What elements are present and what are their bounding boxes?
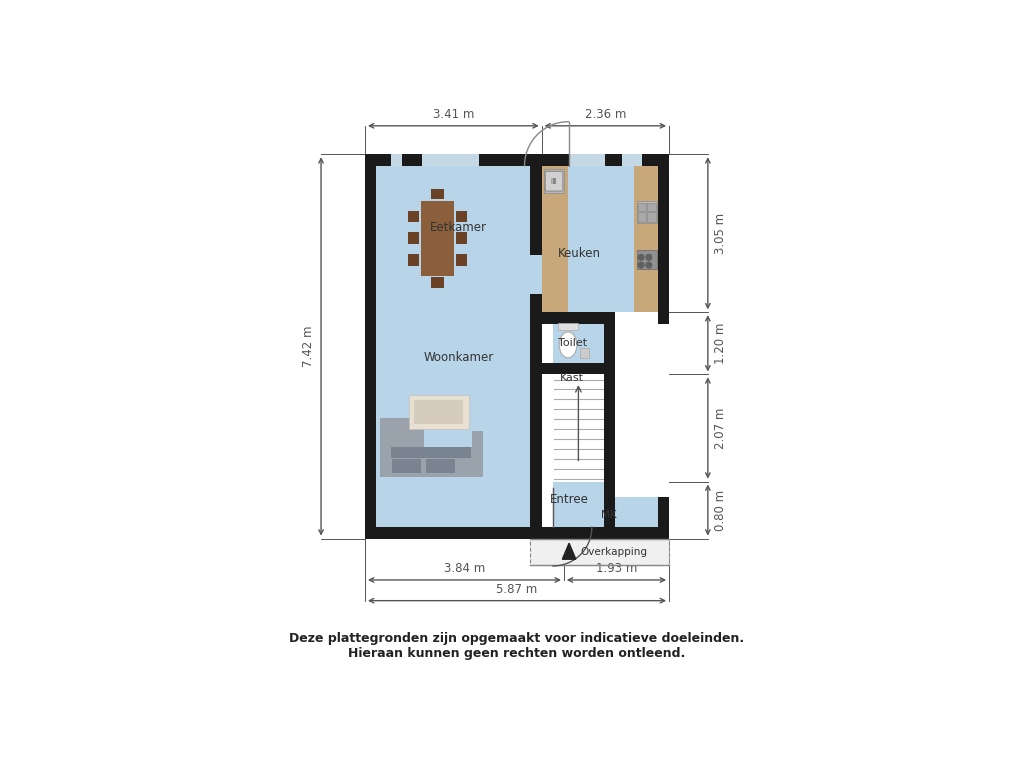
- Bar: [391, 448, 471, 458]
- Bar: [409, 254, 419, 266]
- Text: 7.42 m: 7.42 m: [302, 326, 314, 367]
- Bar: [553, 313, 604, 363]
- Text: 5.87 m: 5.87 m: [497, 583, 538, 596]
- Bar: [409, 395, 469, 429]
- Circle shape: [646, 262, 651, 268]
- Text: Keuken: Keuken: [558, 247, 601, 260]
- Bar: [409, 233, 419, 244]
- Bar: [365, 527, 542, 538]
- Text: Kast: Kast: [559, 373, 584, 383]
- Bar: [637, 250, 656, 270]
- Bar: [558, 323, 578, 330]
- Bar: [380, 418, 391, 478]
- Bar: [638, 203, 646, 211]
- Circle shape: [638, 262, 644, 268]
- Bar: [377, 166, 542, 527]
- Text: MK: MK: [601, 510, 616, 520]
- Text: Woonkamer: Woonkamer: [423, 351, 494, 364]
- Text: Overkapping: Overkapping: [581, 547, 647, 557]
- Bar: [426, 458, 455, 473]
- Text: Eetkamer: Eetkamer: [430, 221, 486, 234]
- Bar: [553, 374, 604, 482]
- Bar: [391, 154, 402, 166]
- Bar: [657, 154, 669, 323]
- Bar: [637, 201, 656, 223]
- Text: ǁǁ: ǁǁ: [551, 178, 557, 184]
- Text: Entree: Entree: [550, 493, 589, 506]
- Circle shape: [638, 254, 644, 260]
- Bar: [553, 482, 604, 527]
- Text: 3.41 m: 3.41 m: [433, 108, 474, 121]
- Text: Deze plattegronden zijn opgemaakt voor indicatieve doeleinden.: Deze plattegronden zijn opgemaakt voor i…: [290, 632, 744, 645]
- Bar: [604, 313, 615, 538]
- Bar: [530, 538, 669, 565]
- Bar: [604, 476, 615, 538]
- Bar: [380, 418, 424, 448]
- FancyBboxPatch shape: [545, 171, 563, 191]
- Text: Hieraan kunnen geen rechten worden ontleend.: Hieraan kunnen geen rechten worden ontle…: [348, 647, 686, 660]
- Bar: [457, 210, 467, 222]
- Text: Toilet: Toilet: [558, 339, 587, 349]
- Bar: [542, 313, 615, 323]
- Bar: [542, 527, 669, 538]
- Bar: [415, 400, 464, 424]
- Text: 2.36 m: 2.36 m: [585, 108, 626, 121]
- Text: 1.20 m: 1.20 m: [714, 323, 727, 364]
- Bar: [392, 420, 421, 439]
- Bar: [530, 166, 542, 527]
- Text: 0.80 m: 0.80 m: [714, 489, 727, 531]
- Bar: [457, 254, 467, 266]
- Bar: [568, 154, 605, 166]
- Polygon shape: [562, 543, 575, 559]
- Bar: [634, 166, 657, 313]
- Bar: [431, 277, 444, 288]
- Bar: [542, 166, 657, 313]
- Bar: [544, 169, 564, 193]
- Bar: [580, 349, 589, 358]
- Bar: [365, 154, 669, 166]
- Text: 3.84 m: 3.84 m: [443, 562, 485, 575]
- Circle shape: [646, 254, 651, 260]
- Bar: [431, 189, 444, 199]
- Bar: [409, 210, 419, 222]
- Bar: [380, 448, 483, 478]
- Bar: [542, 363, 615, 374]
- Bar: [392, 458, 421, 473]
- Text: 3.05 m: 3.05 m: [714, 213, 727, 254]
- Bar: [647, 203, 655, 211]
- Bar: [530, 255, 542, 294]
- Text: 2.07 m: 2.07 m: [714, 407, 727, 449]
- Bar: [647, 212, 655, 222]
- Bar: [657, 497, 669, 538]
- Bar: [472, 431, 483, 478]
- Bar: [422, 154, 479, 166]
- Bar: [542, 166, 567, 313]
- Text: 1.93 m: 1.93 m: [596, 562, 637, 575]
- Bar: [622, 154, 642, 166]
- Bar: [365, 154, 377, 538]
- Bar: [457, 233, 467, 244]
- Ellipse shape: [559, 332, 577, 358]
- Bar: [615, 497, 657, 527]
- Bar: [542, 313, 615, 323]
- Bar: [421, 200, 455, 276]
- Bar: [638, 212, 646, 222]
